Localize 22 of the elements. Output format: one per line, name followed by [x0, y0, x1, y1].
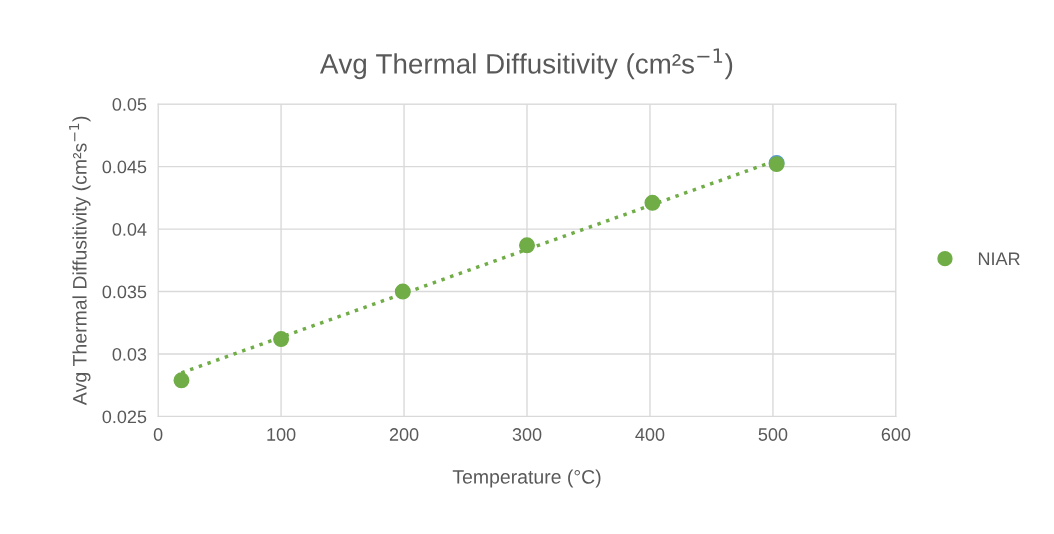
y-tick-label: 0.045: [102, 160, 147, 174]
point: [394, 283, 411, 300]
y-tick-label: 0.035: [102, 285, 147, 299]
y-tick-label: 0.03: [112, 347, 147, 361]
legend-label: NIAR: [978, 252, 1020, 265]
y-tick-label: 0.05: [112, 98, 147, 111]
chart-title: Avg Thermal Diffusitivity (cm²s$^{−1}$): [319, 48, 733, 80]
x-tick-label: 200: [389, 428, 419, 441]
point: [644, 194, 661, 211]
x-axis-title: Temperature (°C): [452, 469, 601, 488]
y-tick-label: 0.04: [112, 223, 147, 236]
y-tick-label: 0.025: [102, 410, 147, 424]
x-tick-label: 400: [635, 428, 665, 441]
x-tick-label: 300: [512, 428, 542, 441]
point: [519, 237, 535, 254]
x-tick-label: 600: [881, 428, 911, 441]
x-tick-label: 0: [153, 428, 163, 441]
x-tick-label: 500: [758, 428, 788, 441]
x-tick-label: 100: [267, 428, 296, 441]
point: [173, 372, 190, 389]
point: [273, 331, 290, 348]
y-axis-title: Avg Thermal Diffusitivity (cm²s$^{−1}$): [69, 116, 91, 406]
